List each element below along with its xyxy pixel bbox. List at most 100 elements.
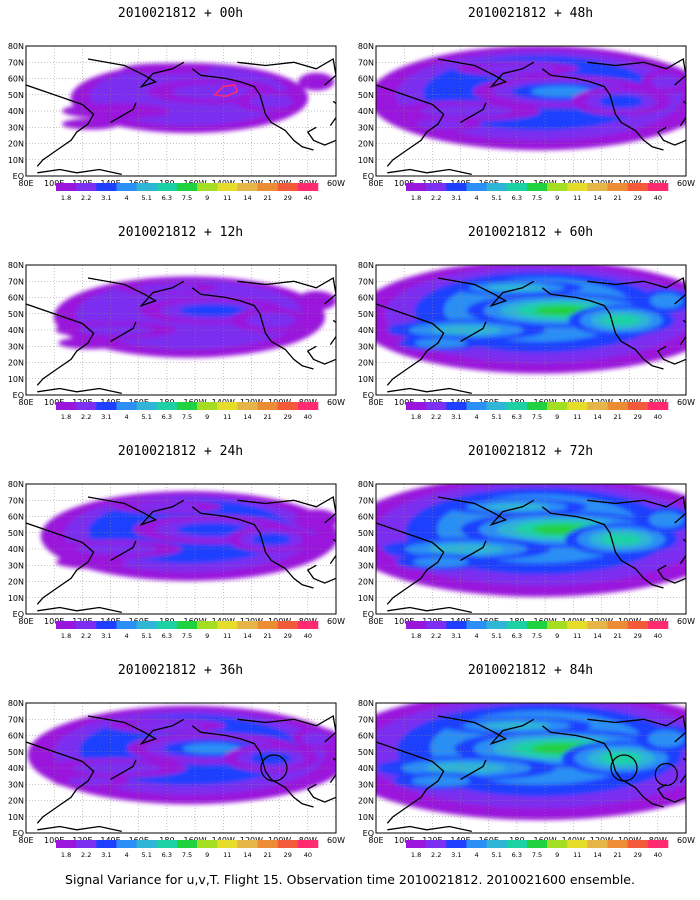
- lat-label: 40N: [8, 764, 24, 773]
- colorbar-label: 5.1: [492, 194, 502, 202]
- lat-label: 50N: [358, 310, 374, 319]
- colorbar-label: 4: [124, 413, 128, 421]
- panel-title: 2010021812 + 60h: [467, 225, 594, 240]
- colorbar-label: 14: [243, 413, 251, 421]
- lon-label: 60W: [327, 398, 345, 407]
- colorbar-swatch: [237, 621, 258, 629]
- lat-label: 50N: [358, 529, 374, 538]
- colorbar-swatch: [466, 621, 487, 629]
- peak-contour: [213, 84, 239, 98]
- colorbar-label: 40: [304, 194, 312, 202]
- colorbar-label: 3.1: [101, 194, 111, 202]
- coastline: [387, 606, 472, 614]
- variance-blob: [416, 119, 466, 129]
- lat-label: 60N: [8, 513, 24, 522]
- colorbar-label: 14: [243, 194, 251, 202]
- colorbar-label: 4: [474, 413, 478, 421]
- colorbar-label: 7.5: [182, 194, 192, 202]
- colorbar-swatch: [237, 402, 258, 410]
- colorbar-label: 29: [284, 194, 292, 202]
- colorbar-label: 40: [654, 851, 662, 859]
- colorbar-swatch: [607, 402, 628, 410]
- lat-label: 20N: [358, 797, 374, 806]
- colorbar-label: 2.2: [81, 413, 91, 421]
- variance-blob: [485, 503, 549, 511]
- coastline: [306, 345, 336, 365]
- variance-blob: [298, 72, 335, 91]
- coastline: [110, 102, 137, 123]
- observation-circle: [260, 754, 288, 782]
- map-panel: 2010021812 + 48h 80N 70N 60N 50N 40N 30N 20N 10N…: [358, 6, 700, 221]
- coastline: [387, 387, 472, 395]
- lat-label: 60N: [358, 294, 374, 303]
- lat-label: 70N: [8, 496, 24, 505]
- colorbar-swatch: [277, 840, 299, 848]
- colorbar-label: 14: [593, 851, 601, 859]
- lat-label: 40N: [8, 545, 24, 554]
- coastline: [437, 58, 535, 88]
- coastline: [306, 126, 336, 146]
- colorbar-swatch: [76, 183, 97, 191]
- colorbar-label: 4: [474, 851, 478, 859]
- colorbar-swatch: [56, 402, 77, 410]
- colorbar-swatch: [627, 183, 649, 191]
- lat-label: 10N: [8, 156, 24, 165]
- colorbar-label: 11: [573, 413, 581, 421]
- colorbar-swatch: [76, 621, 97, 629]
- colorbar: 1.8 2.2 3.1 4 5.1 6.3 7.5 9 11 14 21 29 40: [406, 183, 669, 202]
- lon-label: 60W: [677, 179, 695, 188]
- colorbar-swatch: [176, 840, 198, 848]
- variance-blob: [487, 284, 547, 292]
- colorbar-swatch: [466, 402, 487, 410]
- lat-label: 30N: [358, 342, 374, 351]
- colorbar-swatch: [446, 402, 467, 410]
- colorbar-swatch: [176, 402, 198, 410]
- panel-title: 2010021812 + 24h: [117, 444, 244, 459]
- colorbar-label: 9: [555, 194, 559, 202]
- coastline: [460, 102, 487, 123]
- lat-label: 20N: [8, 578, 24, 587]
- colorbar-swatch: [526, 840, 548, 848]
- colorbar-label: 5.1: [142, 632, 152, 640]
- map-panel: 2010021812 + 72h 80N 70N 60N 50N 40N 30N 20N 10N…: [358, 444, 700, 659]
- lat-label: 40N: [358, 545, 374, 554]
- map-panel: 2010021812 + 12h 80N 70N 60N 50N 40N 30N 20N 10N…: [8, 225, 353, 440]
- colorbar-label: 6.3: [162, 851, 172, 859]
- coastline: [26, 84, 95, 167]
- colorbar-label: 21: [613, 194, 621, 202]
- colorbar-label: 5.1: [492, 413, 502, 421]
- lat-label: 40N: [358, 107, 374, 116]
- coastline: [26, 522, 95, 605]
- colorbar-label: 3.1: [451, 194, 461, 202]
- colorbar-swatch: [587, 402, 608, 410]
- colorbar-swatch: [56, 840, 77, 848]
- coastline: [26, 741, 95, 824]
- colorbar-swatch: [647, 621, 669, 629]
- lat-label: 10N: [358, 813, 374, 822]
- colorbar-label: 2.2: [81, 632, 91, 640]
- colorbar-swatch: [426, 840, 447, 848]
- colorbar-swatch: [547, 840, 568, 848]
- coastline: [191, 68, 314, 151]
- map-panel: 2010021812 + 00h 80N 70N 60N 50N 40N 30N 20N 10N…: [8, 6, 353, 221]
- lon-label: 100E: [394, 617, 414, 626]
- colorbar-swatch: [197, 621, 218, 629]
- colorbar-swatch: [277, 183, 299, 191]
- colorbar-label: 11: [573, 851, 581, 859]
- coastline: [541, 68, 664, 151]
- colorbar: 1.8 2.2 3.1 4 5.1 6.3 7.5 9 11 14 21 29 40: [406, 402, 669, 421]
- colorbar-swatch: [197, 840, 218, 848]
- colorbar-label: 2.2: [81, 194, 91, 202]
- panel-title: 2010021812 + 72h: [467, 444, 594, 459]
- lat-label: 50N: [8, 529, 24, 538]
- lat-label: 30N: [358, 123, 374, 132]
- lat-label: 40N: [358, 764, 374, 773]
- lat-label: 20N: [8, 797, 24, 806]
- lon-label: 60W: [677, 836, 695, 845]
- colorbar-swatch: [56, 621, 77, 629]
- colorbar-label: 9: [555, 851, 559, 859]
- variance-blob: [602, 314, 640, 326]
- lat-label: 30N: [8, 561, 24, 570]
- lat-label: EQ: [13, 172, 24, 181]
- lat-label: EQ: [363, 172, 374, 181]
